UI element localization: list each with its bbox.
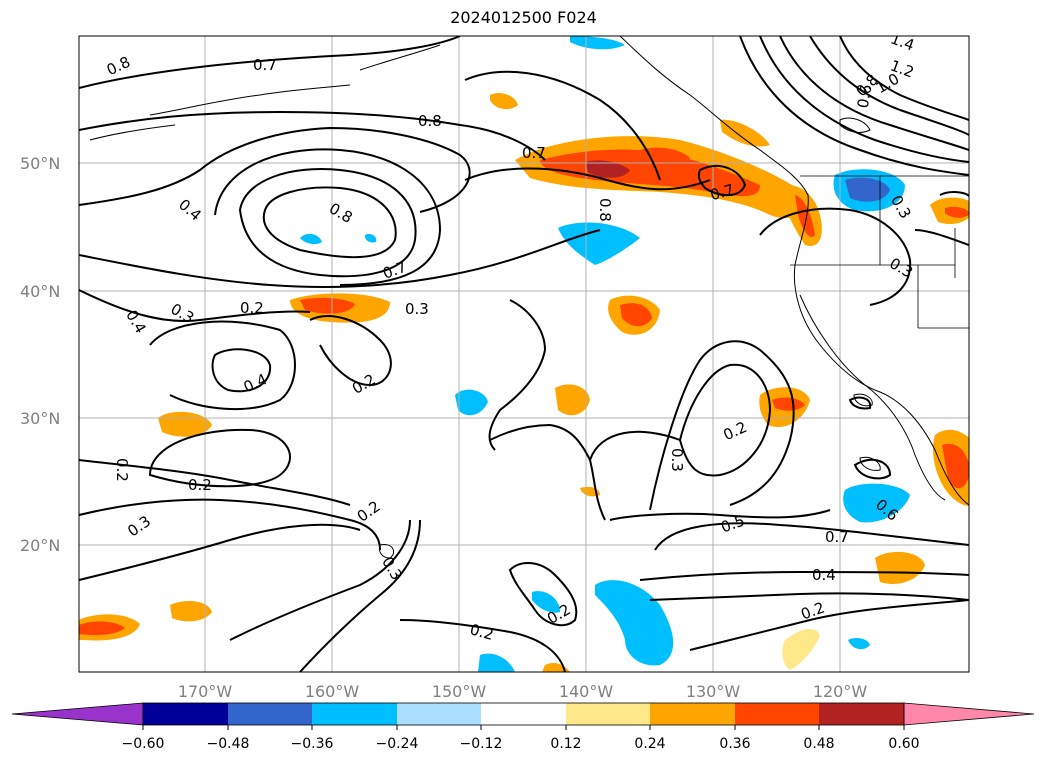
- lon-label-150w: 150°W: [432, 682, 487, 701]
- map-frame: [78, 35, 970, 673]
- contour-label: 0.3: [405, 300, 429, 318]
- colorbar-bin: [228, 703, 312, 725]
- colorbar-tick-label: −0.36: [291, 736, 334, 752]
- latitude-labels: 50°N 40°N 30°N 20°N: [20, 154, 60, 555]
- contour-label: 0.6: [854, 83, 876, 110]
- map-panel[interactable]: 0.8 0.7 0.8 0.7 0.8 0.4 0.8 0.7 0.2 0.3 …: [79, 29, 975, 672]
- colorbar-tick-label: 0.48: [803, 736, 834, 752]
- contours: [79, 36, 969, 672]
- colorbar-tick-label: −0.24: [376, 736, 419, 752]
- colorbar-bin: [819, 703, 904, 725]
- lon-label-170w: 170°W: [178, 682, 233, 701]
- colorbar-bin: [566, 703, 650, 725]
- map-title: 2024012500 F024: [450, 8, 597, 27]
- colorbar-under-extension: [11, 702, 144, 726]
- colorbar-bin: [650, 703, 735, 725]
- lat-label-50n: 50°N: [20, 154, 60, 173]
- contour-label: 0.2: [468, 620, 496, 644]
- contour-label: 0.8: [596, 198, 614, 222]
- colorbar-bin: [312, 703, 397, 725]
- lon-label-160w: 160°W: [305, 682, 360, 701]
- contour-label: 0.8: [418, 112, 442, 130]
- contour-label: 0.7: [825, 528, 849, 546]
- graticule: [79, 36, 969, 672]
- lon-label-120w: 120°W: [813, 682, 868, 701]
- contour-label: 0.2: [113, 458, 131, 482]
- colorbar-tick-label: 0.36: [719, 736, 750, 752]
- colorbar-tick-label: −0.60: [122, 736, 165, 752]
- lat-label-40n: 40°N: [20, 282, 60, 301]
- colorbar-bin: [481, 703, 566, 725]
- colorbar-bin: [143, 703, 228, 725]
- lat-label-30n: 30°N: [20, 409, 60, 428]
- contour-label: 0.7: [708, 181, 736, 205]
- contour-label: 0.2: [188, 476, 212, 494]
- colorbar-over-extension: [903, 702, 1035, 726]
- lon-label-130w: 130°W: [686, 682, 741, 701]
- colorbar-tick-label: 0.60: [888, 736, 919, 752]
- colorbar-tick-label: −0.48: [207, 736, 250, 752]
- colorbar: −0.60 −0.48 −0.36 −0.24 −0.12 0.12 0.24 …: [11, 702, 1035, 752]
- colorbar-bin: [735, 703, 819, 725]
- colorbar-tick-label: −0.12: [460, 736, 503, 752]
- contour-label: 0.4: [812, 566, 836, 584]
- colorbar-bin: [397, 703, 481, 725]
- longitude-labels: 170°W 160°W 150°W 140°W 130°W 120°W: [178, 682, 868, 701]
- colorbar-tick-label: 0.12: [550, 736, 581, 752]
- contour-label: 0.2: [240, 299, 264, 317]
- colorbar-tick-label: 0.24: [634, 736, 665, 752]
- contour-label: 0.3: [668, 448, 686, 472]
- lon-label-140w: 140°W: [559, 682, 614, 701]
- shaded-anomalies: [79, 36, 969, 672]
- contour-label: 0.7: [522, 144, 546, 162]
- lat-label-20n: 20°N: [20, 536, 60, 555]
- contour-label: 0.7: [253, 56, 277, 74]
